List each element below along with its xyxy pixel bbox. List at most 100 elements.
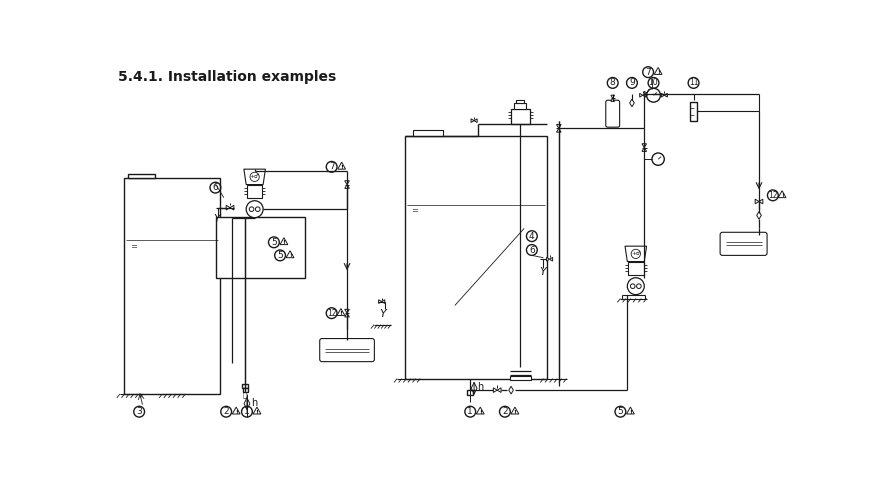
Circle shape bbox=[246, 201, 263, 217]
Text: !: ! bbox=[479, 410, 481, 415]
Text: Y: Y bbox=[539, 267, 546, 277]
Polygon shape bbox=[757, 212, 761, 219]
Polygon shape bbox=[755, 199, 759, 204]
FancyBboxPatch shape bbox=[720, 232, 767, 255]
Circle shape bbox=[636, 284, 642, 288]
Circle shape bbox=[249, 207, 254, 212]
Polygon shape bbox=[611, 95, 614, 98]
Text: =: = bbox=[130, 242, 137, 251]
Text: Y: Y bbox=[379, 309, 386, 319]
Text: 5.4.1. Installation examples: 5.4.1. Installation examples bbox=[119, 70, 337, 84]
Bar bbox=[511, 109, 530, 124]
Circle shape bbox=[627, 277, 644, 295]
Polygon shape bbox=[226, 205, 230, 210]
Text: !: ! bbox=[513, 410, 517, 415]
Text: !: ! bbox=[340, 311, 342, 316]
Bar bbox=[128, 174, 155, 179]
Text: 5: 5 bbox=[277, 251, 283, 260]
Bar bbox=[216, 217, 304, 278]
Polygon shape bbox=[759, 199, 763, 204]
Polygon shape bbox=[382, 300, 385, 304]
Bar bbox=[510, 376, 532, 380]
Text: !: ! bbox=[656, 70, 660, 75]
Text: 1: 1 bbox=[467, 407, 473, 416]
Polygon shape bbox=[345, 313, 349, 317]
Text: 6: 6 bbox=[212, 183, 218, 192]
Polygon shape bbox=[642, 93, 646, 97]
Bar bbox=[514, 103, 526, 109]
Text: 8: 8 bbox=[610, 78, 616, 88]
Text: 4: 4 bbox=[529, 232, 535, 241]
Text: =: = bbox=[411, 206, 418, 215]
FancyBboxPatch shape bbox=[605, 100, 620, 127]
Circle shape bbox=[630, 284, 635, 288]
Text: 10: 10 bbox=[649, 78, 658, 88]
Text: 7: 7 bbox=[329, 162, 334, 171]
Bar bbox=[124, 179, 220, 394]
Text: 2: 2 bbox=[502, 407, 508, 416]
Polygon shape bbox=[471, 119, 474, 123]
Circle shape bbox=[255, 207, 260, 212]
Circle shape bbox=[652, 153, 664, 165]
Polygon shape bbox=[642, 144, 647, 148]
Polygon shape bbox=[546, 257, 549, 261]
Text: 9: 9 bbox=[629, 78, 634, 88]
Polygon shape bbox=[644, 92, 648, 96]
Polygon shape bbox=[230, 205, 234, 210]
Polygon shape bbox=[642, 148, 647, 152]
Polygon shape bbox=[664, 93, 667, 97]
Polygon shape bbox=[556, 124, 561, 128]
Text: !: ! bbox=[341, 165, 343, 170]
Text: 3: 3 bbox=[136, 407, 142, 416]
Text: 12: 12 bbox=[768, 191, 778, 200]
Text: h: h bbox=[477, 382, 483, 392]
Text: 5: 5 bbox=[618, 407, 623, 416]
Polygon shape bbox=[494, 388, 497, 393]
FancyBboxPatch shape bbox=[319, 338, 374, 362]
Text: !: ! bbox=[629, 410, 632, 415]
Polygon shape bbox=[378, 300, 382, 304]
Text: h: h bbox=[251, 398, 257, 407]
Polygon shape bbox=[625, 246, 647, 262]
Text: +♂: +♂ bbox=[250, 174, 260, 180]
Text: !: ! bbox=[289, 253, 291, 258]
Bar bbox=[691, 102, 697, 121]
Bar bbox=[517, 100, 524, 103]
Polygon shape bbox=[630, 99, 634, 107]
Text: 7: 7 bbox=[645, 67, 651, 77]
Polygon shape bbox=[648, 92, 652, 96]
Polygon shape bbox=[474, 119, 477, 123]
Polygon shape bbox=[345, 309, 349, 313]
Polygon shape bbox=[345, 181, 349, 184]
Circle shape bbox=[647, 88, 660, 102]
Bar bbox=[467, 390, 473, 395]
Text: 5: 5 bbox=[271, 238, 277, 247]
Text: !: ! bbox=[235, 410, 238, 415]
Polygon shape bbox=[345, 184, 349, 188]
Polygon shape bbox=[556, 128, 561, 132]
Bar bbox=[628, 262, 643, 276]
Text: Y: Y bbox=[213, 214, 220, 223]
Text: 6: 6 bbox=[529, 246, 535, 254]
Polygon shape bbox=[244, 169, 266, 184]
Bar bbox=[243, 388, 248, 393]
Text: 2: 2 bbox=[224, 407, 229, 416]
Polygon shape bbox=[549, 257, 553, 261]
Text: !: ! bbox=[255, 410, 259, 415]
Text: 1: 1 bbox=[244, 407, 250, 416]
Bar bbox=[242, 384, 248, 388]
Polygon shape bbox=[509, 386, 513, 394]
Bar bbox=[405, 136, 547, 378]
Text: 12: 12 bbox=[326, 308, 336, 318]
Text: +♂: +♂ bbox=[631, 251, 641, 256]
Text: ⟂: ⟂ bbox=[243, 391, 247, 398]
Text: 11: 11 bbox=[689, 78, 699, 88]
Bar bbox=[247, 184, 262, 198]
Polygon shape bbox=[611, 98, 614, 101]
Polygon shape bbox=[497, 388, 501, 393]
Bar bbox=[413, 130, 444, 136]
Text: !: ! bbox=[781, 193, 783, 198]
Text: !: ! bbox=[282, 240, 285, 246]
Polygon shape bbox=[640, 93, 642, 97]
Polygon shape bbox=[661, 93, 664, 97]
